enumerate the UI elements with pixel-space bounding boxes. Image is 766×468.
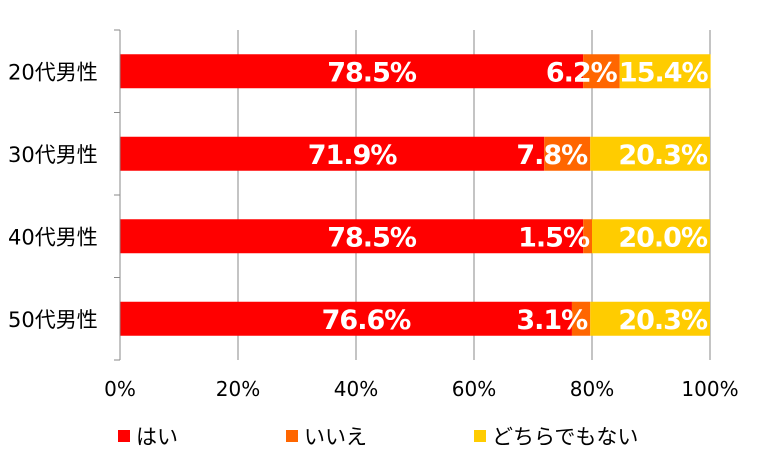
data-label: 76.6% [322,305,412,336]
legend-label: いいえ [304,425,367,449]
data-label: 78.5% [327,222,417,253]
bar-segment-2 [619,54,711,89]
category-label: 30代男性 [8,143,98,167]
legend-swatch-1 [286,430,298,442]
x-tick-label: 40% [334,377,378,401]
category-label: 20代男性 [8,60,98,84]
bar-segment-0 [120,54,584,89]
legend-swatch-0 [118,430,130,442]
bar-segment-1 [583,219,592,254]
legend: はい いいえ どちらでもない [118,425,638,449]
data-label: 20.0% [618,222,708,253]
data-label: 78.5% [327,57,417,88]
data-label: 15.4% [619,57,709,88]
data-label: 3.1% [516,305,588,336]
data-label: 1.5% [518,222,590,253]
legend-label: どちらでもない [492,425,638,449]
x-tick-label: 20% [216,377,260,401]
bar-segment-1 [544,136,591,171]
axes [114,29,121,361]
category-label: 50代男性 [8,308,98,332]
data-label: 6.2% [546,57,618,88]
bar-segment-2 [590,301,710,336]
legend-label: はい [136,425,178,449]
data-label: 20.3% [618,140,708,171]
data-label: 7.8% [516,140,588,171]
bar-segment-2 [592,219,710,254]
x-tick-label: 0% [104,377,136,401]
x-tick-label: 100% [681,377,738,401]
data-labels: 78.5% 6.2% 15.4% 71.9% 7.8% 20.3% 78.5% 1.5% 20.… [308,57,710,336]
category-labels: 20代男性 30代男性 40代男性 50代男性 [8,60,98,332]
x-tick-label: 80% [570,377,614,401]
bar-segment-2 [590,136,710,171]
bar-segment-0 [120,219,584,254]
x-tick-labels: 0% 20% 40% 60% 80% 100% [104,377,738,401]
data-label: 71.9% [308,140,398,171]
bars [120,54,711,336]
bar-segment-0 [120,301,572,336]
category-label: 40代男性 [8,225,98,249]
data-label: 20.3% [618,305,708,336]
legend-swatch-2 [474,430,486,442]
bar-segment-1 [571,301,591,336]
bar-segment-0 [120,136,545,171]
x-tick-label: 60% [452,377,496,401]
bar-segment-1 [583,54,620,89]
